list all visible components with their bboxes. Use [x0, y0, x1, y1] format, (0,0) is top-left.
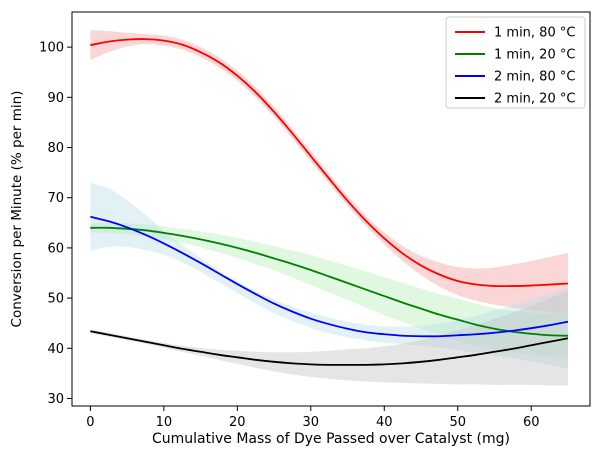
legend-label-1: 1 min, 80 °C [494, 26, 575, 41]
legend-label-4: 2 min, 20 °C [494, 92, 575, 107]
series-line-2 [90, 226, 568, 337]
y-tick-label: 90 [47, 91, 64, 106]
legend-label-2: 1 min, 20 °C [494, 48, 575, 63]
x-tick-label: 60 [523, 415, 540, 430]
y-tick-label: 70 [47, 191, 64, 206]
y-axis-label: Conversion per Minute (% per min) [9, 91, 25, 328]
y-tick-label: 30 [47, 392, 64, 407]
band-3 [90, 182, 568, 369]
y-tick-label: 60 [47, 241, 64, 256]
y-tick-label: 40 [47, 342, 64, 357]
x-axis-label: Cumulative Mass of Dye Passed over Catal… [152, 431, 510, 447]
legend-frame [445, 16, 586, 109]
plot-frame [71, 11, 591, 407]
legend: 1 min, 80 °C 1 min, 20 °C 2 min, 80 °C 2 mi… [445, 16, 586, 109]
x-tick-label: 50 [449, 415, 466, 430]
x-tick-label: 20 [229, 415, 246, 430]
x-tick-label: 30 [303, 415, 320, 430]
x-tick-label: 40 [376, 415, 393, 430]
band-4 [90, 291, 568, 386]
series-line-4 [90, 330, 569, 366]
series-line-3 [90, 215, 569, 338]
x-tick-label: 0 [86, 415, 94, 430]
x-tick-label: 10 [156, 415, 173, 430]
band-2 [90, 222, 568, 358]
legend-label-3: 2 min, 80 °C [494, 70, 575, 85]
series-lines [90, 38, 569, 366]
x-axis-ticks: 0 10 20 30 40 50 60 [86, 406, 539, 430]
series-line-1 [90, 38, 569, 288]
y-tick-label: 100 [39, 41, 64, 56]
y-tick-label: 80 [47, 141, 64, 156]
y-tick-label: 50 [47, 292, 64, 307]
y-axis-ticks: 30 40 50 60 70 80 90 100 [39, 41, 72, 407]
